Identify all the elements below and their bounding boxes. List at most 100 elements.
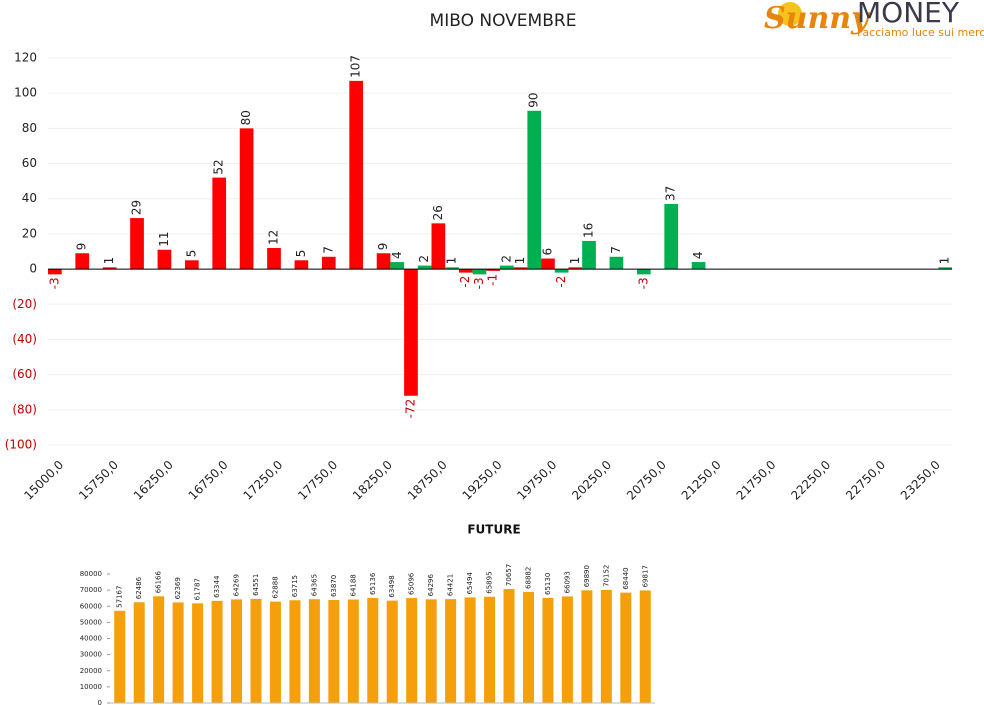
bar xyxy=(102,267,117,270)
bar xyxy=(445,267,459,270)
data-label: -3 xyxy=(47,277,61,289)
data-label: 64551 xyxy=(252,574,260,596)
y-tick-label: 10000 xyxy=(80,683,102,691)
y-tick-label: 40 xyxy=(22,191,37,205)
y-tick-label: 80 xyxy=(22,121,37,135)
data-label: -3 xyxy=(636,277,650,289)
bar xyxy=(445,599,457,703)
bar xyxy=(527,110,542,270)
bar xyxy=(938,267,952,270)
bar xyxy=(464,597,476,703)
bar xyxy=(308,599,320,703)
data-label: -2 xyxy=(554,276,568,288)
x-tick-label: 19750,0 xyxy=(514,458,559,503)
data-label: 1 xyxy=(938,257,952,265)
data-label: 61787 xyxy=(194,578,202,600)
bar xyxy=(231,599,243,703)
data-label: 65096 xyxy=(408,572,416,595)
data-label: 1 xyxy=(513,257,527,265)
bar xyxy=(472,269,487,275)
bar xyxy=(157,249,172,270)
data-label: 9 xyxy=(376,243,390,251)
x-tick-label: 16750,0 xyxy=(186,458,231,503)
data-label: 52 xyxy=(212,159,226,174)
bar xyxy=(114,610,126,703)
data-label: 64421 xyxy=(447,574,455,596)
data-label: 57167 xyxy=(116,586,124,608)
data-label: 2 xyxy=(499,255,513,263)
bar xyxy=(568,267,583,270)
logo-brand: Sunny xyxy=(764,1,871,36)
data-label: 66166 xyxy=(155,570,163,593)
bar xyxy=(542,597,554,703)
bar xyxy=(503,589,515,703)
bar xyxy=(153,596,165,703)
y-tick-label: (40) xyxy=(12,332,37,346)
data-label: 9 xyxy=(75,243,89,251)
y-tick-label: 70000 xyxy=(80,586,102,594)
x-tick-label: 20750,0 xyxy=(624,458,669,503)
y-tick-label: (20) xyxy=(12,297,37,311)
data-label: 64269 xyxy=(233,574,241,596)
data-label: 29 xyxy=(130,200,144,215)
bar xyxy=(484,596,496,703)
y-tick-label: 60 xyxy=(22,156,37,170)
y-tick-label: (100) xyxy=(5,438,37,452)
logo-sun xyxy=(778,2,802,26)
data-label: 63344 xyxy=(213,575,221,598)
x-tick-label: 18250,0 xyxy=(350,458,395,503)
data-label: 80 xyxy=(239,110,253,125)
data-label: 62888 xyxy=(271,576,279,598)
x-tick-label: 22750,0 xyxy=(843,458,888,503)
x-tick-label: 17750,0 xyxy=(295,458,340,503)
data-label: -3 xyxy=(472,277,486,289)
bar xyxy=(347,599,359,703)
data-label: 70657 xyxy=(505,564,513,586)
x-tick-label: 15000,0 xyxy=(21,458,66,503)
data-label: 65895 xyxy=(486,571,494,593)
data-label: 7 xyxy=(321,246,335,254)
data-label: 65130 xyxy=(544,573,552,595)
bar xyxy=(289,600,301,703)
bar xyxy=(367,597,379,703)
bar xyxy=(636,269,651,275)
x-tick-label: 21250,0 xyxy=(679,458,724,503)
chart-title: FUTURE xyxy=(467,523,520,537)
data-label: 70152 xyxy=(602,565,610,587)
data-label: 107 xyxy=(349,55,363,78)
bar xyxy=(554,269,569,273)
data-label: 7 xyxy=(609,246,623,254)
data-label: 5 xyxy=(294,250,308,258)
y-tick-label: 60000 xyxy=(80,602,102,610)
bar xyxy=(130,218,144,270)
bar xyxy=(269,601,281,703)
bar xyxy=(500,265,514,270)
x-tick-label: 22250,0 xyxy=(788,458,833,503)
logo-name: MONEY xyxy=(857,0,960,29)
bar xyxy=(48,269,62,275)
bar xyxy=(404,269,418,396)
bar xyxy=(417,265,432,270)
bar xyxy=(75,253,90,270)
y-tick-label: 0 xyxy=(29,262,37,276)
x-tick-label: 21750,0 xyxy=(734,458,779,503)
data-label: 6 xyxy=(540,248,554,256)
x-tick-label: 20250,0 xyxy=(569,458,614,503)
data-label: 4 xyxy=(691,251,705,259)
data-label: 68882 xyxy=(524,567,532,589)
bar xyxy=(184,260,199,270)
data-label: 37 xyxy=(664,186,678,201)
data-label: 1 xyxy=(102,257,116,265)
y-tick-label: 20000 xyxy=(80,667,102,675)
bar xyxy=(328,600,340,703)
bar xyxy=(458,269,473,273)
data-label: 26 xyxy=(431,205,445,220)
bar xyxy=(349,80,364,270)
data-label: 64365 xyxy=(310,574,318,596)
bar xyxy=(609,256,624,270)
data-label: 90 xyxy=(527,92,541,107)
data-label: 69890 xyxy=(583,565,591,587)
y-tick-label: 120 xyxy=(14,51,37,65)
data-label: 2 xyxy=(417,255,431,263)
data-label: 64296 xyxy=(427,574,435,597)
